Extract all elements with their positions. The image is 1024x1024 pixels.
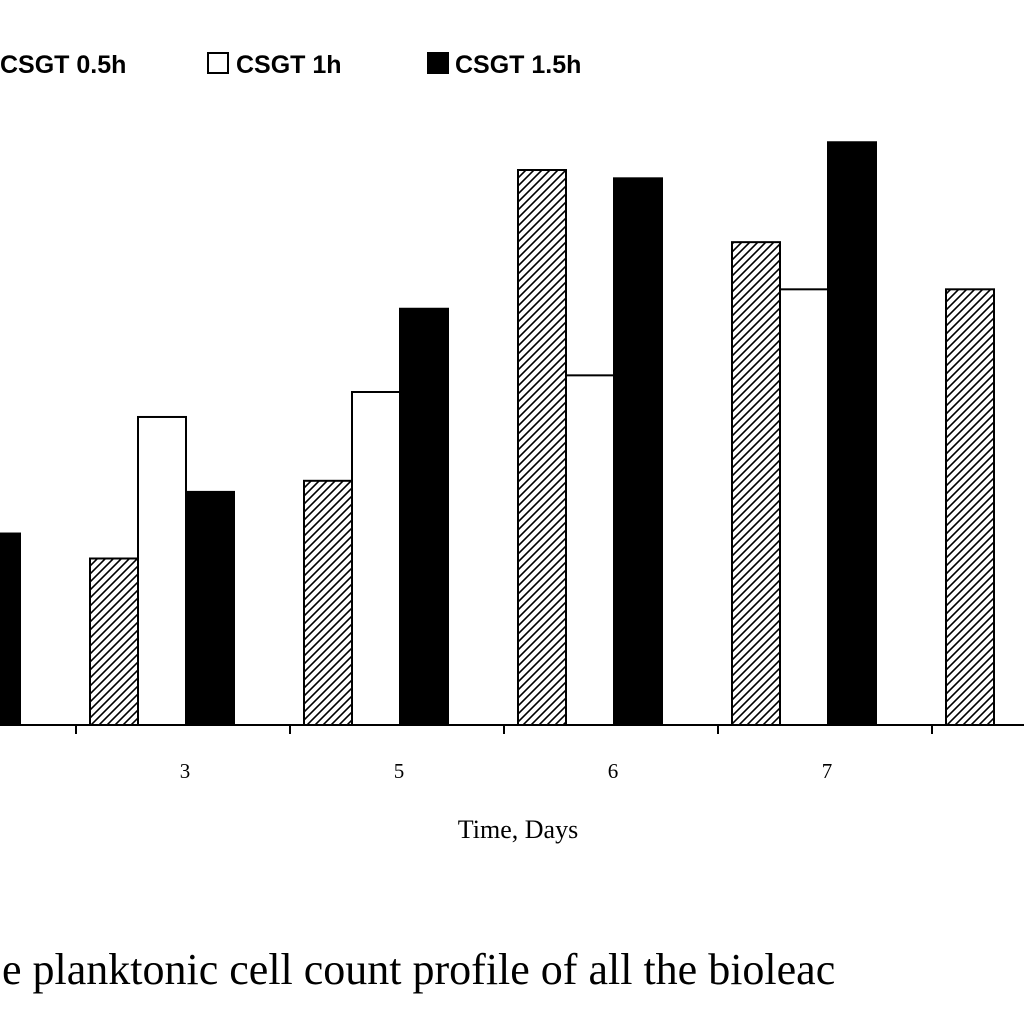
x-axis-title: Time, Days bbox=[458, 815, 578, 844]
x-tick-label-3: 3 bbox=[180, 759, 191, 783]
x-axis bbox=[0, 580, 1024, 734]
bar-csgt-1h-5 bbox=[351, 391, 401, 726]
legend-label-csgt-0-5h: CSGT 0.5h bbox=[0, 51, 126, 79]
bar-csgt-0-5h-3 bbox=[89, 557, 139, 726]
x-tick-label-5: 5 bbox=[394, 759, 405, 783]
bar-csgt-1-5h-7 bbox=[827, 141, 877, 726]
bar-csgt-0-5h-cat5 bbox=[945, 288, 995, 726]
bar-csgt-1-5h-3 bbox=[185, 490, 235, 726]
legend-label-csgt-1-5h: CSGT 1.5h bbox=[455, 51, 581, 79]
x-tick-label-6: 6 bbox=[608, 759, 619, 783]
x-tick-labels: 3 5 6 7 bbox=[180, 759, 833, 783]
bar-csgt-1h-6 bbox=[565, 374, 615, 726]
bars bbox=[0, 141, 995, 727]
bar-csgt-0-5h-6 bbox=[517, 169, 567, 726]
bar-csgt-0-5h-5 bbox=[303, 479, 353, 726]
legend-label-csgt-1h: CSGT 1h bbox=[236, 51, 342, 79]
figure-caption: e planktonic cell count profile of all t… bbox=[2, 945, 835, 994]
bar-csgt-0-5h-7 bbox=[731, 241, 781, 726]
bar-csgt-1-5h-6 bbox=[613, 177, 663, 726]
legend: CSGT 0.5h CSGT 1h CSGT 1.5h bbox=[0, 51, 581, 79]
bar-csgt-1h-3 bbox=[137, 415, 187, 726]
bar-csgt-1h-7 bbox=[779, 288, 829, 726]
x-tick-label-7: 7 bbox=[822, 759, 833, 783]
legend-swatch-csgt-1h bbox=[207, 52, 229, 74]
bar-csgt-1-5h-5 bbox=[399, 307, 449, 726]
bar-csgt-1-5h-cat0 bbox=[0, 532, 21, 727]
legend-swatch-csgt-1-5h bbox=[427, 52, 449, 74]
